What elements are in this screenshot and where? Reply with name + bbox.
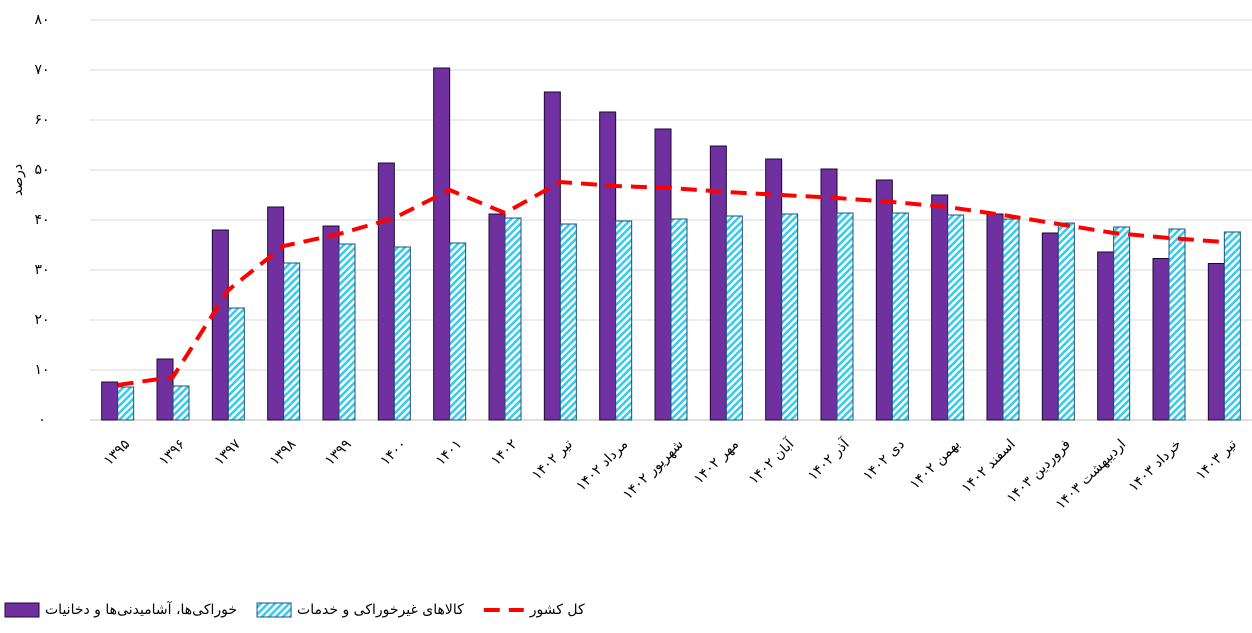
bar: [101, 381, 119, 421]
x-tick-label: خرداد ۱۴۰۳: [1126, 436, 1185, 495]
bar: [931, 194, 949, 421]
bar: [1152, 258, 1170, 421]
bar: [986, 213, 1004, 421]
bar: [227, 307, 245, 421]
bar: [117, 386, 135, 421]
y-tick-label: ۱۰: [34, 362, 49, 378]
bar: [599, 111, 617, 421]
bar: [947, 214, 965, 421]
x-tick-label: تیر ۱۴۰۳: [1193, 436, 1240, 483]
bar: [725, 215, 743, 421]
bar: [1223, 231, 1241, 421]
x-tick-label: ۱۳۹۶: [156, 436, 189, 469]
bar: [283, 262, 301, 421]
x-tick-label: آبان ۱۴۰۲: [745, 435, 798, 488]
bar: [433, 67, 451, 421]
bar: [1057, 222, 1075, 421]
bar: [449, 242, 467, 421]
x-tick-label: تیر ۱۴۰۲: [529, 436, 576, 483]
bar: [765, 158, 783, 421]
legend-label: کل کشور: [529, 602, 585, 618]
bar: [891, 212, 909, 421]
bar: [1002, 218, 1020, 421]
y-tick-label: ۰: [38, 412, 46, 428]
bar: [1113, 226, 1131, 421]
bar: [820, 168, 838, 421]
bar: [504, 217, 522, 421]
bar: [1041, 232, 1059, 421]
legend-swatch: [4, 602, 40, 618]
x-tick-label: مهر ۱۴۰۲: [691, 436, 742, 487]
legend-label: کالاهای غیرخوراکی و خدمات: [297, 602, 464, 618]
bar: [172, 385, 190, 421]
bar: [322, 225, 340, 421]
legend-label: خوراکی‌ها، آشامیدنی‌ها و دخانیات: [45, 601, 237, 618]
x-tick-label: دی ۱۴۰۲: [860, 436, 908, 484]
bar: [393, 246, 411, 421]
x-tick-label: ۱۳۹۸: [267, 436, 300, 469]
bar: [781, 213, 799, 421]
bar: [267, 206, 285, 421]
x-tick-label: آذر ۱۴۰۲: [804, 435, 853, 484]
bar: [559, 223, 577, 421]
x-tick-label: ۱۴۰۱: [433, 436, 466, 469]
y-axis-label: درصد: [10, 164, 26, 196]
bar: [836, 212, 854, 421]
bar: [1207, 263, 1225, 421]
y-tick-label: ۴۰: [34, 212, 49, 228]
bar: [1097, 251, 1115, 421]
y-tick-label: ۵۰: [34, 162, 49, 178]
x-tick-label: ۱۳۹۹: [322, 436, 355, 469]
x-tick-label: ۱۴۰۲: [488, 436, 521, 469]
x-tick-label: ۱۴۰۰: [377, 436, 410, 469]
legend-swatch: [256, 602, 292, 618]
bar: [543, 91, 561, 421]
bar: [488, 213, 506, 421]
y-tick-label: ۳۰: [34, 262, 49, 278]
x-tick-label: بهمن ۱۴۰۲: [907, 436, 963, 492]
bar: [875, 179, 893, 421]
y-tick-label: ۷۰: [34, 62, 49, 78]
bar: [338, 243, 356, 421]
line: [117, 179, 1225, 387]
bar: [377, 162, 395, 421]
bar: [1168, 228, 1186, 421]
y-tick-label: ۲۰: [34, 312, 49, 328]
bar: [709, 145, 727, 421]
x-tick-label: ۱۳۹۷: [211, 436, 244, 469]
x-tick-label: اسفند ۱۴۰۲: [959, 436, 1019, 496]
bar: [211, 229, 229, 421]
bar: [670, 218, 688, 421]
x-tick-label: ۱۳۹۵: [101, 436, 134, 469]
x-tick-label: مرداد ۱۴۰۲: [573, 436, 631, 494]
y-tick-label: ۸۰: [34, 12, 49, 28]
bar: [156, 358, 174, 421]
bar: [615, 220, 633, 421]
bar: [654, 128, 672, 421]
y-tick-label: ۶۰: [34, 112, 49, 128]
